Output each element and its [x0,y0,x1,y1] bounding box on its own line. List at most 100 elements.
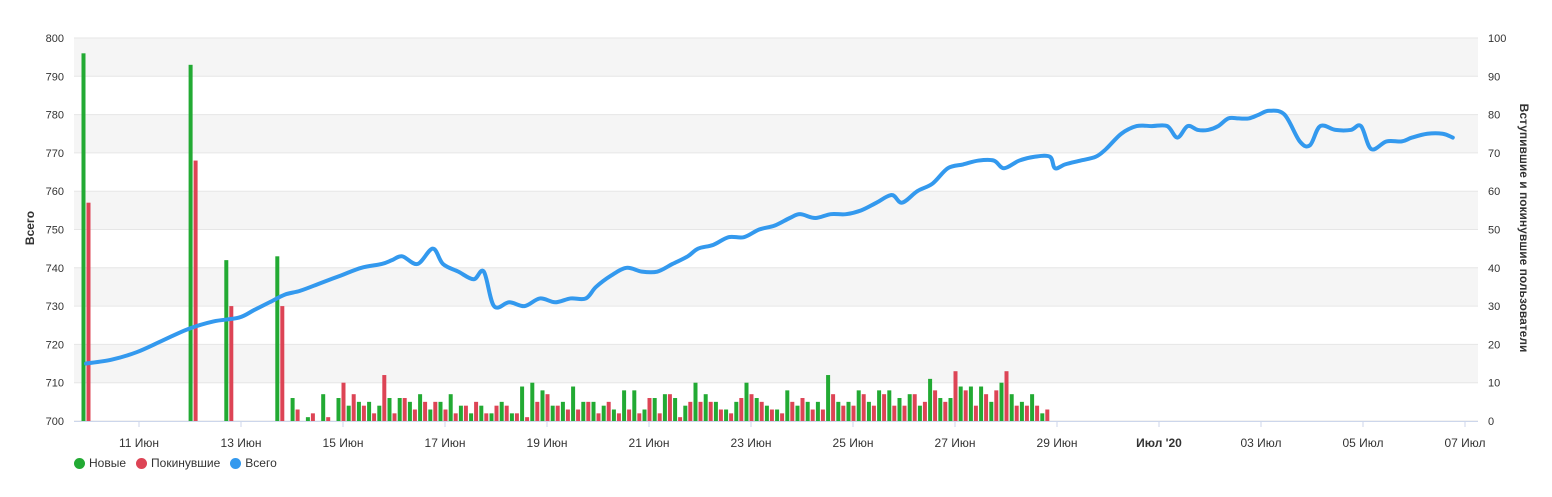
bar-left[interactable] [310,413,315,421]
bar-new[interactable] [897,398,902,421]
bar-left[interactable] [351,394,356,421]
bar-left[interactable] [882,394,887,421]
bar-left[interactable] [800,398,805,421]
bar-left[interactable] [769,409,774,421]
bar-left[interactable] [851,405,856,421]
bar-new[interactable] [530,382,535,421]
bar-left[interactable] [341,382,346,421]
bar-new[interactable] [428,409,433,421]
bar-left[interactable] [433,401,438,421]
bar-new[interactable] [581,401,586,421]
line-series[interactable] [84,108,1455,366]
bar-new[interactable] [458,405,463,421]
bar-left[interactable] [759,401,764,421]
bar-left[interactable] [1024,405,1029,421]
bar-new[interactable] [805,401,810,421]
bar-new[interactable] [601,405,606,421]
bar-new[interactable] [979,386,984,421]
bar-left[interactable] [1004,371,1009,421]
bar-new[interactable] [693,382,698,421]
bar-new[interactable] [734,401,739,421]
bar-left[interactable] [443,409,448,421]
bar-left[interactable] [780,413,785,421]
bar-new[interactable] [968,386,973,421]
bar-new[interactable] [1019,401,1024,421]
bar-new[interactable] [290,398,295,421]
bar-left[interactable] [912,394,917,421]
bar-left[interactable] [698,401,703,421]
bar-new[interactable] [438,401,443,421]
bar-left[interactable] [412,409,417,421]
bar-new[interactable] [999,382,1004,421]
bar-new[interactable] [775,409,780,421]
bar-left[interactable] [545,394,550,421]
bar-left[interactable] [647,398,652,421]
bar-left[interactable] [484,413,489,421]
bar-new[interactable] [469,413,474,421]
bar-left[interactable] [565,409,570,421]
bar-left[interactable] [841,405,846,421]
bar-new[interactable] [938,398,943,421]
bar-new[interactable] [1009,394,1014,421]
bar-left[interactable] [423,401,428,421]
bar-new[interactable] [652,398,657,421]
bar-left[interactable] [453,413,458,421]
bar-new[interactable] [224,260,229,421]
bar-left[interactable] [504,405,509,421]
bar-left[interactable] [739,398,744,421]
bar-left[interactable] [667,394,672,421]
bar-new[interactable] [367,401,372,421]
bar-new[interactable] [642,409,647,421]
bar-left[interactable] [933,390,938,421]
bar-new[interactable] [448,394,453,421]
bar-new[interactable] [887,390,892,421]
bar-new[interactable] [724,409,729,421]
bar-left[interactable] [902,405,907,421]
bar-left[interactable] [892,405,897,421]
bar-left[interactable] [729,413,734,421]
bar-left[interactable] [86,202,91,421]
bar-left[interactable] [718,409,723,421]
bar-new[interactable] [877,390,882,421]
bar-new[interactable] [826,375,831,421]
bar-left[interactable] [392,413,397,421]
bar-left[interactable] [678,417,683,421]
bar-left[interactable] [1014,405,1019,421]
bar-left[interactable] [295,409,300,421]
bar-left[interactable] [280,306,285,421]
bar-left[interactable] [627,409,632,421]
bar-new[interactable] [336,398,341,421]
bar-new[interactable] [866,401,871,421]
bar-left[interactable] [382,375,387,421]
bar-new[interactable] [632,390,637,421]
bar-new[interactable] [377,405,382,421]
legend-item-left[interactable]: Покинувшие [136,456,220,470]
bar-new[interactable] [550,405,555,421]
bar-left[interactable] [994,390,999,421]
bar-new[interactable] [1040,413,1045,421]
bar-left[interactable] [1035,405,1040,421]
bar-new[interactable] [917,405,922,421]
bar-new[interactable] [815,401,820,421]
bar-left[interactable] [596,413,601,421]
bar-left[interactable] [831,394,836,421]
bar-new[interactable] [703,394,708,421]
bar-new[interactable] [407,401,412,421]
bar-new[interactable] [754,398,759,421]
bar-new[interactable] [846,401,851,421]
bar-new[interactable] [275,256,280,421]
bar-series[interactable] [81,53,1050,421]
bar-left[interactable] [525,417,530,421]
bar-left[interactable] [688,401,693,421]
bar-left[interactable] [514,413,519,421]
bar-left[interactable] [535,401,540,421]
bar-new[interactable] [795,405,800,421]
bar-new[interactable] [397,398,402,421]
bar-new[interactable] [611,409,616,421]
bar-new[interactable] [989,401,994,421]
bar-left[interactable] [922,401,927,421]
bar-left[interactable] [871,405,876,421]
bar-new[interactable] [1030,394,1035,421]
bar-left[interactable] [193,160,198,421]
legend-item-new[interactable]: Новые [74,456,126,470]
